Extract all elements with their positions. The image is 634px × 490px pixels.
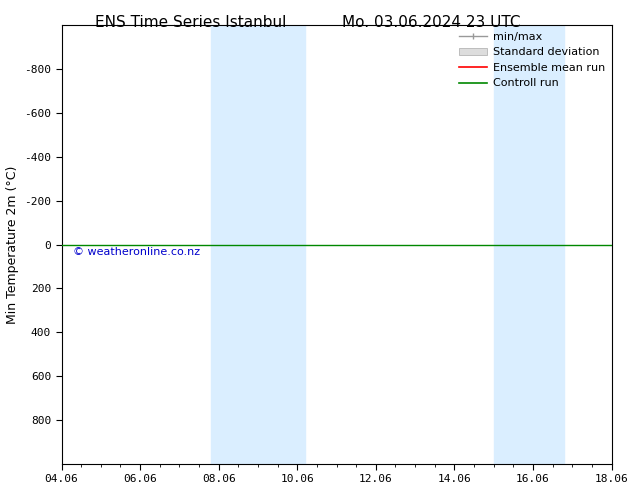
Text: Mo. 03.06.2024 23 UTC: Mo. 03.06.2024 23 UTC xyxy=(342,15,521,30)
Legend: min/max, Standard deviation, Ensemble mean run, Controll run: min/max, Standard deviation, Ensemble me… xyxy=(455,27,609,93)
Text: ENS Time Series Istanbul: ENS Time Series Istanbul xyxy=(94,15,286,30)
Bar xyxy=(494,25,564,464)
Bar xyxy=(278,25,305,464)
Y-axis label: Min Temperature 2m (°C): Min Temperature 2m (°C) xyxy=(6,166,18,324)
Bar xyxy=(211,25,278,464)
Text: © weatheronline.co.nz: © weatheronline.co.nz xyxy=(72,247,200,257)
